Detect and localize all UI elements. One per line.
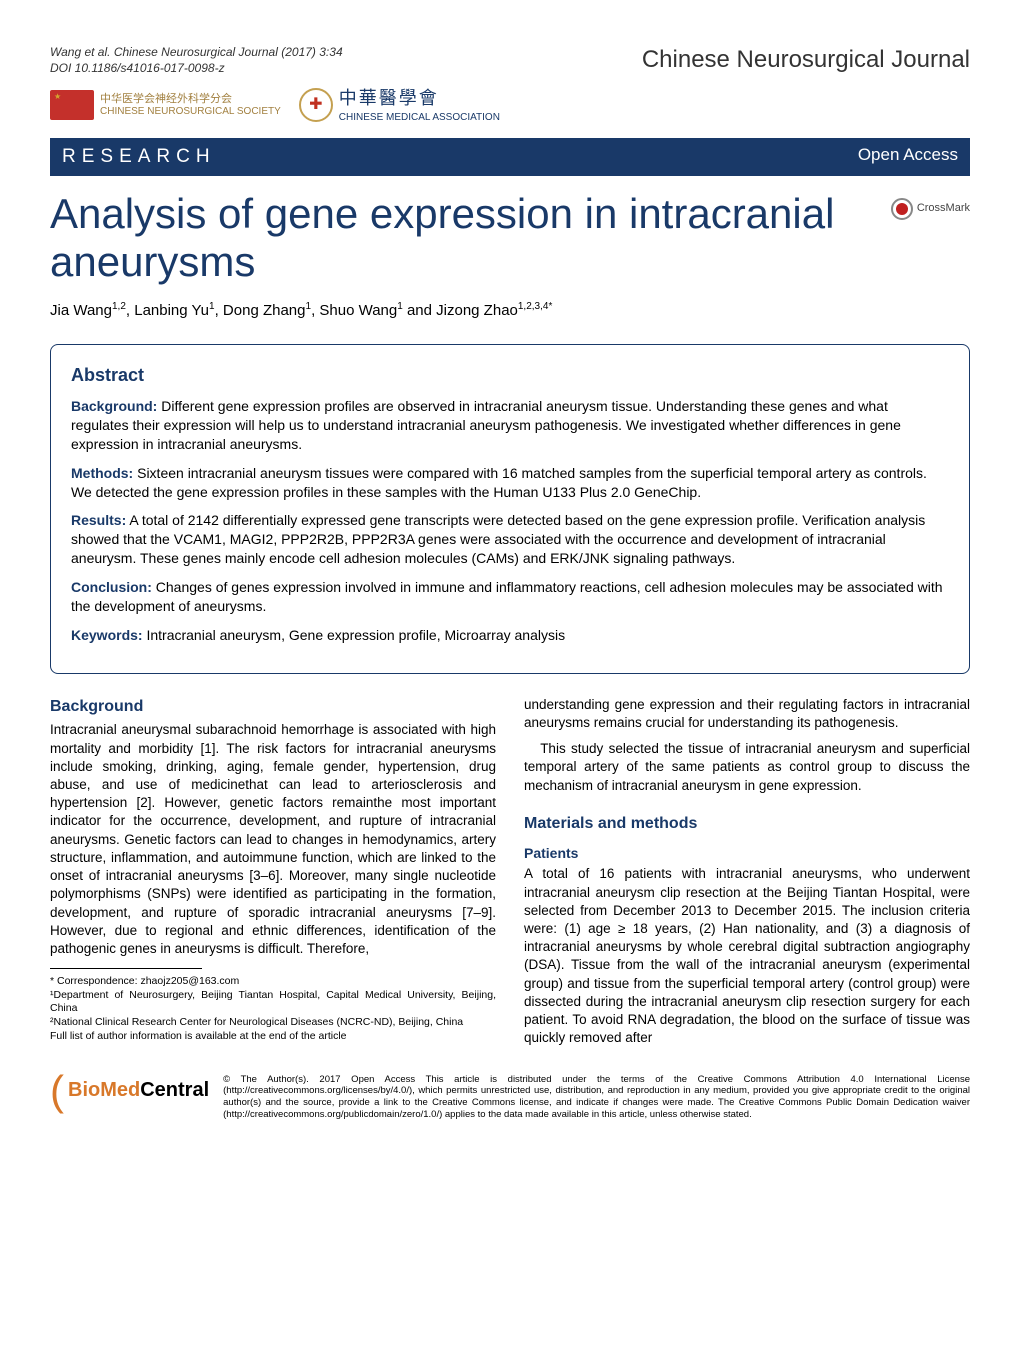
authors: Jia Wang1,2, Lanbing Yu1, Dong Zhang1, S… xyxy=(50,300,970,321)
citation-line1: Wang et al. Chinese Neurosurgical Journa… xyxy=(50,44,343,60)
patients-heading: Patients xyxy=(524,844,970,863)
cma-logo: 中華醫學會 CHINESE MEDICAL ASSOCIATION xyxy=(299,86,500,124)
affiliation-1: ¹Department of Neurosurgery, Beijing Tia… xyxy=(50,989,496,1016)
crossmark-badge[interactable]: CrossMark xyxy=(891,190,970,220)
cma-logo-text: 中華醫學會 CHINESE MEDICAL ASSOCIATION xyxy=(339,86,500,124)
crossmark-icon xyxy=(891,198,913,220)
journal-title: Chinese Neurosurgical Journal xyxy=(642,44,970,76)
cma-en: CHINESE MEDICAL ASSOCIATION xyxy=(339,111,500,125)
citation: Wang et al. Chinese Neurosurgical Journa… xyxy=(50,44,343,76)
license-body: © The Author(s). 2017 Open Access This a… xyxy=(223,1074,970,1121)
cns-logo-text: 中华医学会神经外科学分会 CHINESE NEUROSURGICAL SOCIE… xyxy=(100,93,281,118)
research-bar: RESEARCH Open Access xyxy=(50,138,970,176)
abstract-methods: Methods: Sixteen intracranial aneurysm t… xyxy=(71,464,949,502)
abstract-keywords: Keywords: Intracranial aneurysm, Gene ex… xyxy=(71,626,949,645)
bg-label: Background: xyxy=(71,398,157,414)
abstract-heading: Abstract xyxy=(71,363,949,387)
bmc-bio: BioMed xyxy=(68,1077,140,1104)
affiliation-2: ²National Clinical Research Center for N… xyxy=(50,1016,496,1030)
conclusion-label: Conclusion: xyxy=(71,579,152,595)
footnotes: * Correspondence: zhaojz205@163.com ¹Dep… xyxy=(50,975,496,1043)
title-row: Analysis of gene expression in intracran… xyxy=(50,190,970,287)
background-paragraph: Intracranial aneurysmal subarachnoid hem… xyxy=(50,721,496,958)
bg-text: Different gene expression profiles are o… xyxy=(71,398,901,452)
abstract-background: Background: Different gene expression pr… xyxy=(71,397,949,454)
background-heading: Background xyxy=(50,696,496,718)
open-access-label: Open Access xyxy=(858,144,958,170)
logos-row: 中华医学会神经外科学分会 CHINESE NEUROSURGICAL SOCIE… xyxy=(50,86,970,124)
cns-en: CHINESE NEUROSURGICAL SOCIETY xyxy=(100,106,281,118)
abstract-conclusion: Conclusion: Changes of genes expression … xyxy=(71,578,949,616)
body-columns: Background Intracranial aneurysmal subar… xyxy=(50,696,970,1056)
right-column: understanding gene expression and their … xyxy=(524,696,970,1056)
abstract-box: Abstract Background: Different gene expr… xyxy=(50,344,970,674)
bmc-text: BioMed Central xyxy=(68,1077,209,1104)
cma-badge-icon xyxy=(299,88,333,122)
crossmark-label: CrossMark xyxy=(917,201,970,216)
footer: ( BioMed Central © The Author(s). 2017 O… xyxy=(50,1074,970,1122)
results-text: A total of 2142 differentially expressed… xyxy=(71,512,925,566)
patients-paragraph: A total of 16 patients with intracranial… xyxy=(524,865,970,1047)
conclusion-text: Changes of genes expression involved in … xyxy=(71,579,943,614)
license-text: © The Author(s). 2017 Open Access This a… xyxy=(223,1074,970,1122)
full-list-note: Full list of author information is avail… xyxy=(50,1030,496,1044)
research-label: RESEARCH xyxy=(62,144,216,170)
china-flag-icon xyxy=(50,90,94,120)
citation-line2: DOI 10.1186/s41016-017-0098-z xyxy=(50,60,343,76)
materials-heading: Materials and methods xyxy=(524,813,970,835)
article-title: Analysis of gene expression in intracran… xyxy=(50,190,881,287)
bmc-paren-icon: ( xyxy=(50,1074,64,1108)
right-p2: This study selected the tissue of intrac… xyxy=(524,740,970,795)
header-row: Wang et al. Chinese Neurosurgical Journa… xyxy=(50,44,970,76)
keywords-text: Intracranial aneurysm, Gene expression p… xyxy=(146,627,565,643)
keywords-label: Keywords: xyxy=(71,627,143,643)
right-p1: understanding gene expression and their … xyxy=(524,696,970,732)
results-label: Results: xyxy=(71,512,126,528)
methods-text: Sixteen intracranial aneurysm tissues we… xyxy=(71,465,927,500)
methods-label: Methods: xyxy=(71,465,133,481)
abstract-results: Results: A total of 2142 differentially … xyxy=(71,511,949,568)
correspondence: * Correspondence: zhaojz205@163.com xyxy=(50,975,496,989)
cma-script: 中華醫學會 xyxy=(339,86,500,110)
footnote-rule xyxy=(50,968,202,969)
cns-logo: 中华医学会神经外科学分会 CHINESE NEUROSURGICAL SOCIE… xyxy=(50,90,281,120)
bmc-central: Central xyxy=(140,1077,209,1104)
cns-cn: 中华医学会神经外科学分会 xyxy=(100,93,281,106)
biomed-central-logo: ( BioMed Central xyxy=(50,1074,209,1108)
left-column: Background Intracranial aneurysmal subar… xyxy=(50,696,496,1056)
